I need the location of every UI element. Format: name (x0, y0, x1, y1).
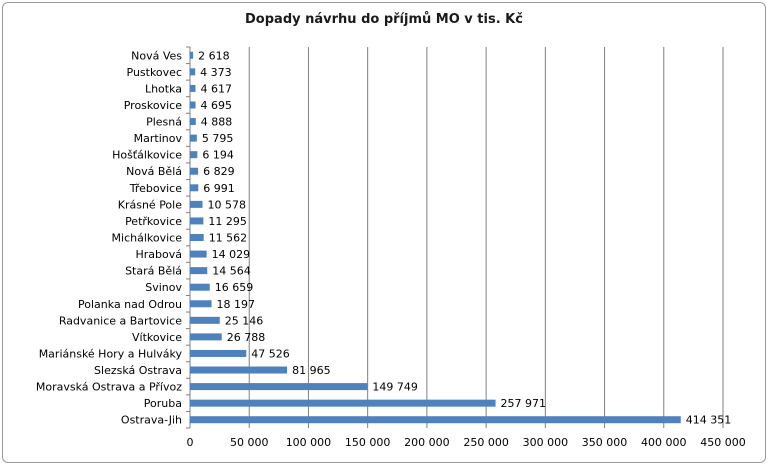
value-label: 6 991 (203, 182, 235, 195)
bar (190, 51, 194, 59)
bar (190, 217, 204, 225)
value-label: 81 965 (292, 364, 331, 377)
value-label: 5 795 (202, 132, 234, 145)
value-label: 2 618 (198, 49, 230, 62)
value-label: 4 888 (201, 116, 233, 129)
value-label: 11 562 (209, 232, 248, 245)
bars (190, 51, 681, 424)
x-tick-label: 150 000 (345, 436, 391, 449)
gridlines (186, 46, 724, 429)
category-label: Ostrava-Jih (121, 414, 182, 427)
value-label: 26 788 (227, 331, 265, 344)
bar (190, 134, 197, 142)
category-label: Hošťálkovice (112, 149, 182, 162)
x-tick-label: 250 000 (463, 436, 509, 449)
value-label: 149 749 (372, 381, 418, 394)
x-tick-label: 450 000 (700, 436, 746, 449)
category-label: Vítkovice (132, 331, 182, 344)
value-label: 14 564 (212, 265, 251, 278)
value-label: 10 578 (208, 198, 247, 211)
category-label: Poruba (144, 397, 182, 410)
bar (190, 383, 368, 391)
value-labels: 2 618 4 373 4 617 4 695 4 888 5 795 6 194 6 829… (198, 49, 731, 426)
category-label: Slezská Ostrava (94, 364, 182, 377)
bar (190, 250, 207, 258)
x-tick-label: 50 000 (230, 436, 269, 449)
value-label: 6 829 (203, 165, 235, 178)
category-labels: Nová Ves Pustkovec Lhotka Proskovice Plesná M… (36, 49, 183, 426)
x-tick-label: 400 000 (641, 436, 687, 449)
value-label: 6 194 (202, 149, 234, 162)
bar (190, 283, 210, 291)
bar (190, 200, 203, 208)
x-tick-label: 300 000 (523, 436, 569, 449)
category-label: Petřkovice (125, 215, 182, 228)
x-tick-label: 350 000 (582, 436, 628, 449)
category-label: Lhotka (145, 82, 182, 95)
value-label: 14 029 (212, 248, 251, 261)
bar (190, 184, 199, 192)
value-label: 16 659 (215, 281, 254, 294)
category-label: Svinov (145, 281, 182, 294)
value-label: 4 695 (201, 99, 233, 112)
bar (190, 349, 247, 357)
value-label: 4 617 (200, 82, 232, 95)
category-label: Radvanice a Bartovice (59, 314, 182, 327)
category-label: Proskovice (124, 99, 183, 112)
category-label: Nová Bělá (126, 165, 182, 178)
bar (190, 416, 681, 424)
bar (190, 267, 208, 275)
value-label: 11 295 (208, 215, 247, 228)
value-label: 25 146 (225, 314, 264, 327)
value-label: 257 971 (501, 397, 547, 410)
category-label: Třebovice (129, 182, 182, 195)
bar (190, 101, 196, 109)
bar (190, 300, 212, 308)
category-label: Mariánské Hory a Hulváky (39, 347, 183, 360)
value-label: 414 351 (686, 414, 732, 427)
category-label: Stará Bělá (125, 265, 182, 278)
category-label: Hrabová (136, 248, 183, 261)
category-label: Pustkovec (127, 66, 183, 79)
x-tick-label: 0 (187, 436, 194, 449)
value-label: 18 197 (217, 298, 256, 311)
bar (190, 399, 496, 407)
x-tick-label: 200 000 (404, 436, 450, 449)
bar (190, 366, 288, 374)
bar (190, 118, 196, 126)
x-tick-label: 100 000 (286, 436, 332, 449)
chart-title: Dopady návrhu do příjmů MO v tis. Kč (245, 12, 523, 27)
category-label: Martinov (134, 132, 183, 145)
bar (190, 333, 222, 341)
category-label: Moravská Ostrava a Přívoz (36, 381, 182, 394)
bar (190, 84, 196, 92)
bar (190, 68, 196, 76)
bar (190, 234, 204, 241)
bar (190, 316, 220, 324)
bar (190, 167, 199, 175)
value-label: 47 526 (251, 347, 290, 360)
category-label: Polanka nad Odrou (78, 298, 182, 311)
x-tick-labels: 0 50 000 100 000 150 000 200 000 250 000 300 0… (187, 436, 746, 449)
bar (190, 151, 198, 159)
category-label: Michálkovice (112, 232, 183, 245)
category-label: Plesná (146, 116, 182, 129)
category-label: Krásné Pole (118, 198, 182, 211)
category-label: Nová Ves (131, 49, 182, 62)
value-label: 4 373 (200, 66, 232, 79)
